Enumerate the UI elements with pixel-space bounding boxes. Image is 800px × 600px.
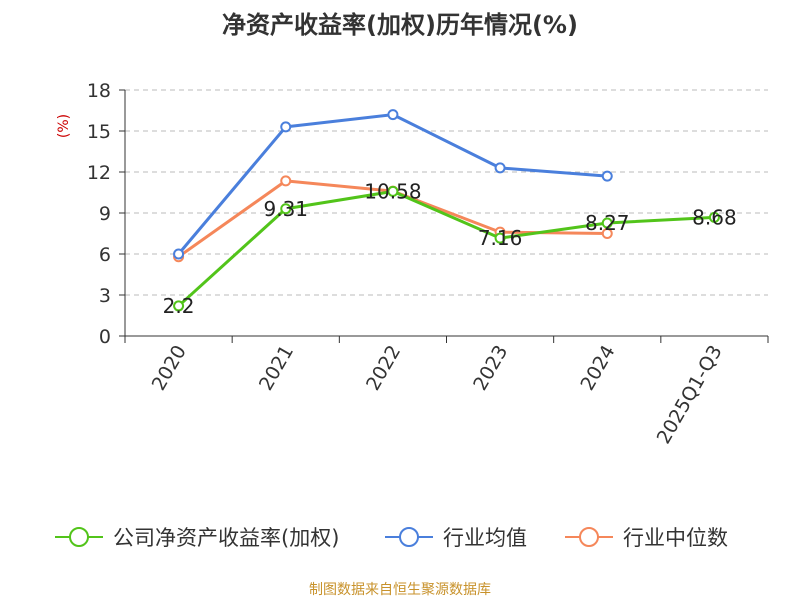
series-point (280, 203, 292, 215)
data-label: 8.68 (692, 205, 737, 229)
series-point (494, 232, 506, 244)
x-tick-label: 2023 (469, 342, 512, 395)
axis-layer: 0 3 6 9 12 15 18 2020 2021 2022 2023 2024 2025Q1-Q3 (87, 80, 769, 448)
x-tick-label: 2021 (255, 342, 298, 395)
y-tick-label: 18 (87, 80, 111, 102)
y-tick-label: 3 (99, 285, 111, 307)
series-point (280, 121, 292, 133)
x-tick-label: 2020 (148, 342, 191, 395)
y-tick-label: 6 (99, 244, 111, 266)
legend: 公司净资产收益率(加权) 行业均值 行业中位数 (55, 526, 728, 550)
y-tick-label: 15 (87, 121, 111, 143)
y-tick-label: 12 (87, 162, 111, 184)
series-point (601, 170, 613, 182)
data-label: 7.16 (478, 226, 523, 250)
series-point (387, 185, 399, 197)
data-label: 9.31 (263, 197, 308, 221)
series-point (173, 248, 185, 260)
x-tick-label: 2022 (362, 342, 405, 395)
series-point (601, 217, 613, 229)
chart-title: 净资产收益率(加权)历年情况(%) (222, 11, 578, 39)
series-point (601, 228, 613, 239)
series-line (177, 189, 715, 308)
source-text: 制图数据来自恒生聚源数据库 (309, 582, 491, 598)
data-label: 2.2 (163, 294, 195, 318)
data-label: 8.27 (585, 211, 630, 235)
legend-label: 行业中位数 (623, 526, 728, 550)
y-tick-label: 9 (99, 203, 111, 225)
legend-swatch-marker (399, 527, 419, 547)
series-point (494, 162, 506, 174)
x-tick-label: 2025Q1-Q3 (653, 342, 727, 448)
legend-label: 行业均值 (443, 526, 527, 550)
legend-swatch-marker (579, 527, 599, 547)
data-label-layer: 2.2 9.31 10.58 7.16 8.27 8.68 (163, 179, 737, 318)
series-point (387, 109, 399, 121)
y-tick-label: 0 (99, 326, 111, 348)
x-tick-label: 2024 (576, 342, 619, 395)
legend-swatch-marker (69, 527, 89, 547)
data-label: 10.58 (364, 179, 421, 203)
grid-layer (125, 89, 768, 296)
y-axis-label: (%) (56, 114, 72, 138)
series-point (708, 211, 720, 223)
series-layer (173, 109, 720, 312)
series-point (280, 175, 292, 187)
series-point (173, 300, 185, 312)
legend-label: 公司净资产收益率(加权) (113, 526, 339, 550)
